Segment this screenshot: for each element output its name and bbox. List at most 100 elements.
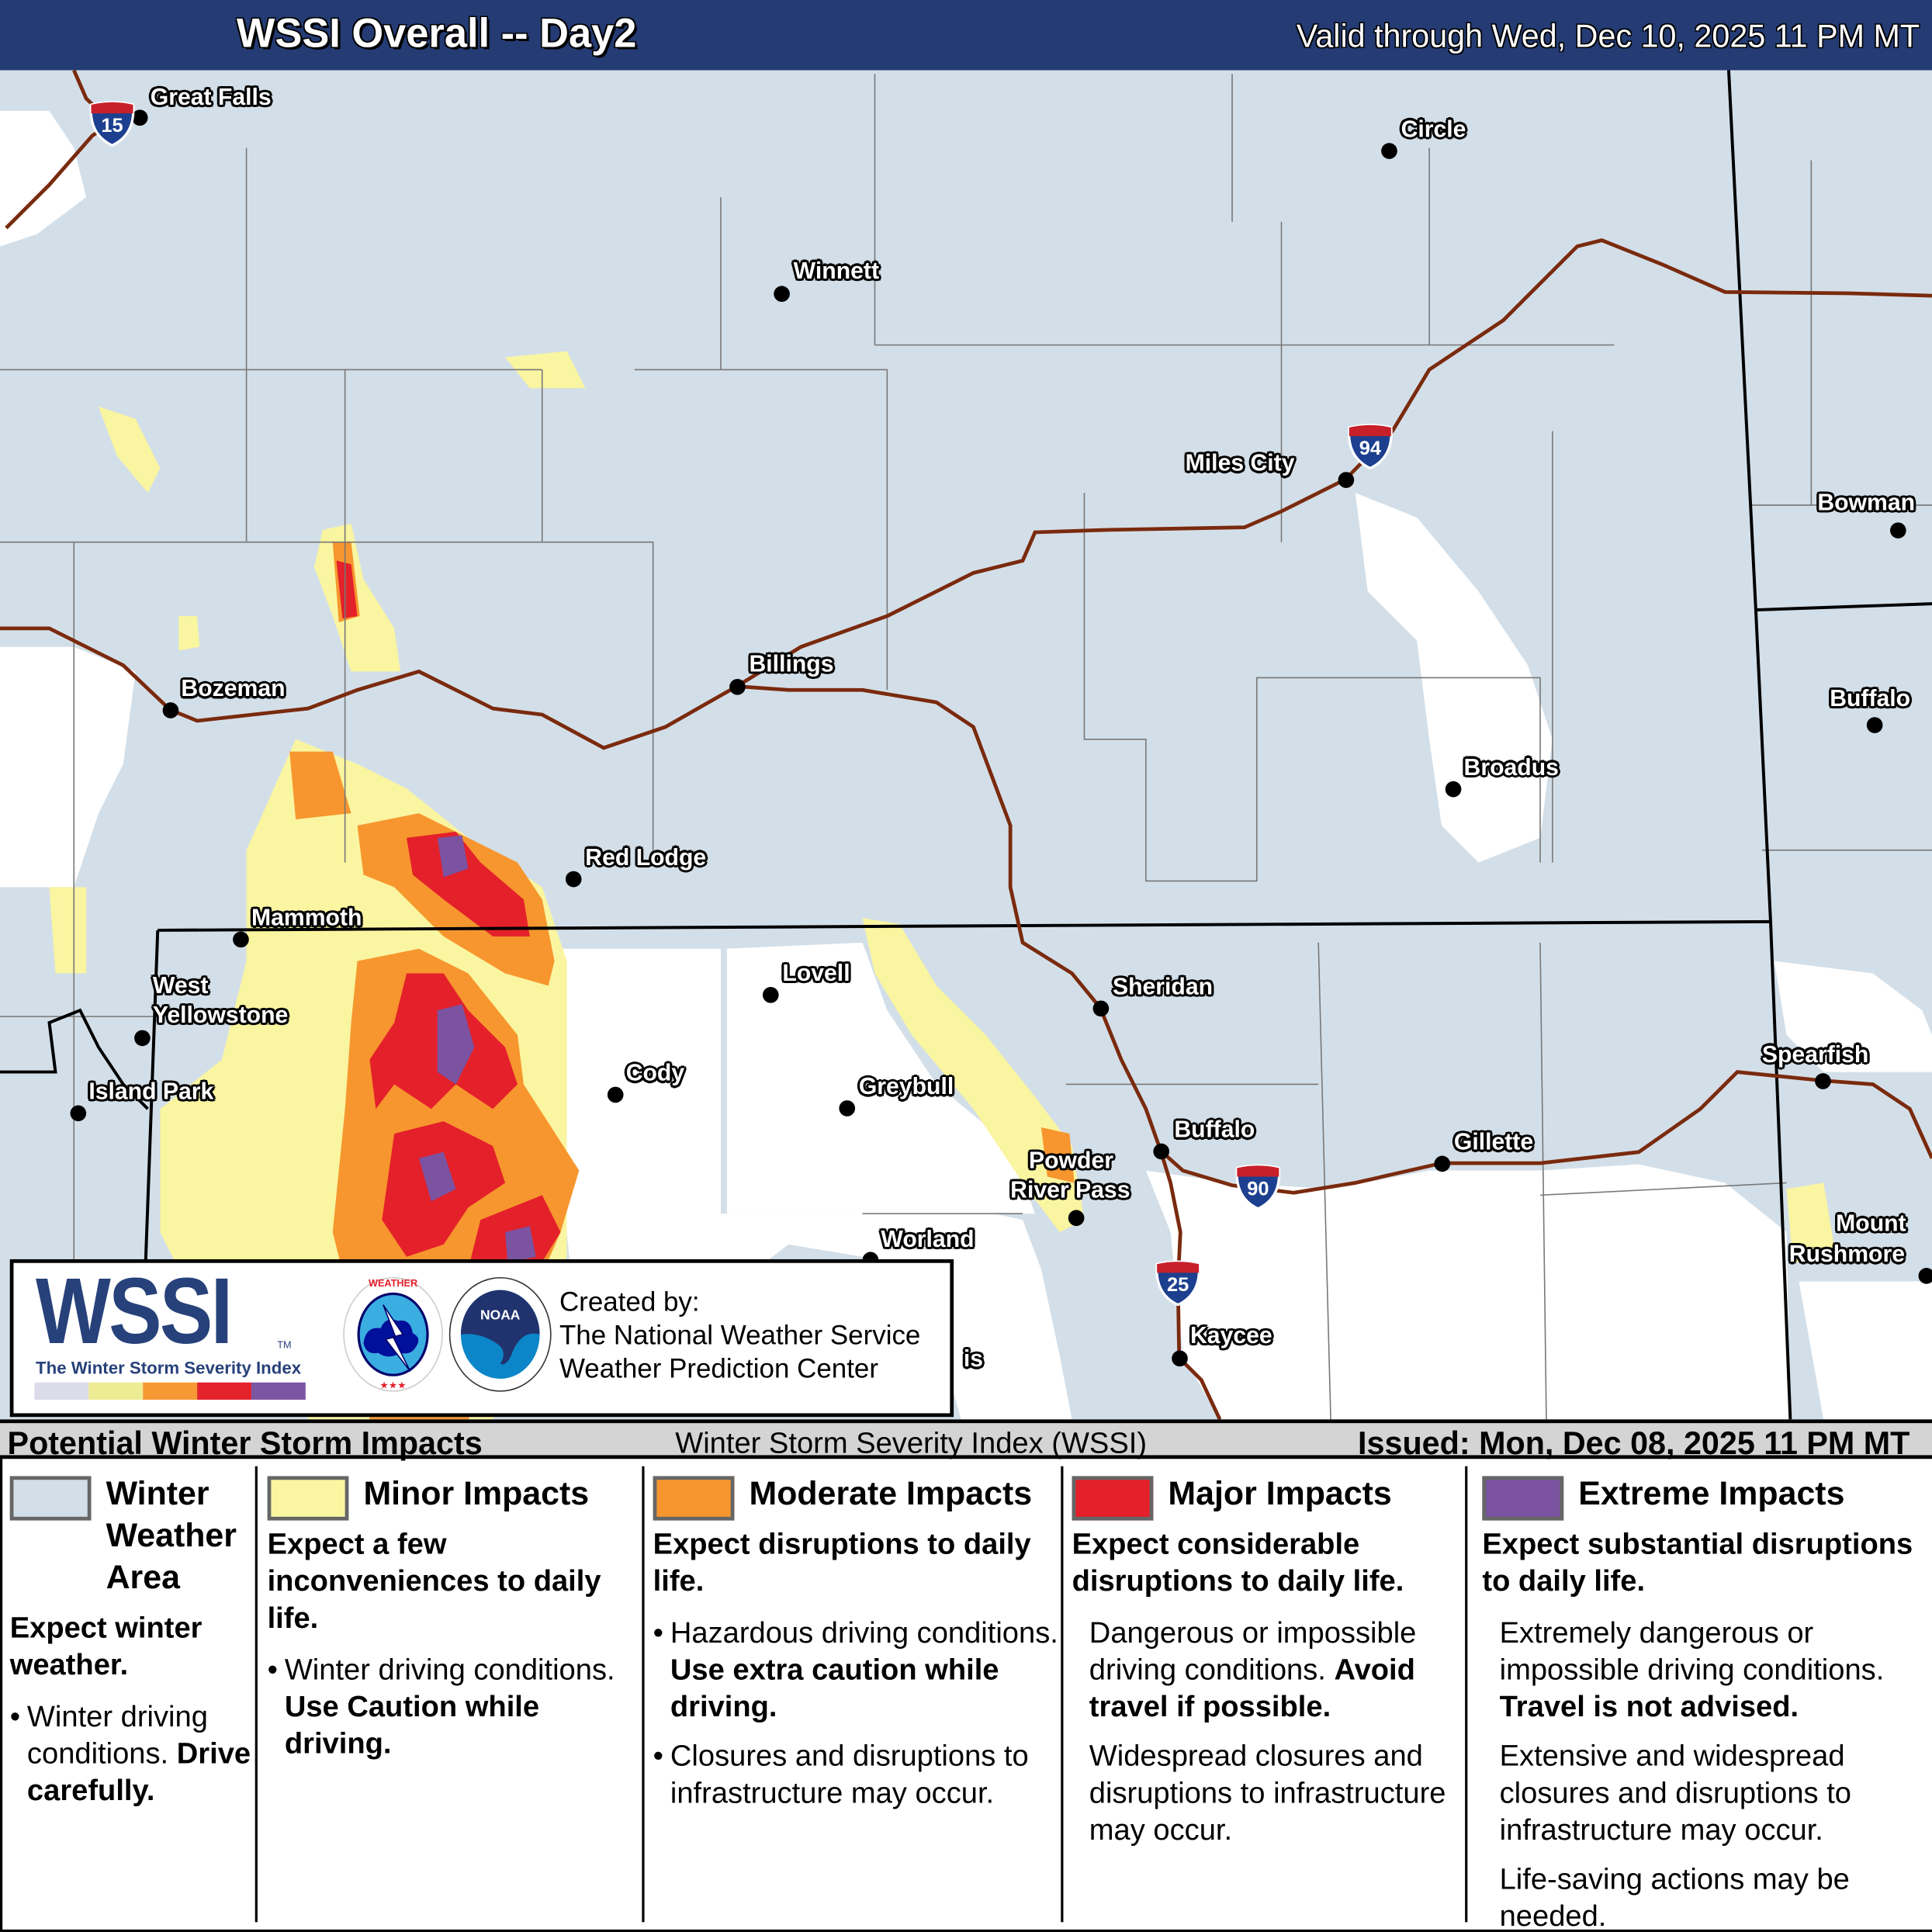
city-marker (1890, 522, 1906, 538)
city-marker (233, 931, 249, 948)
legend-swatch (1072, 1476, 1154, 1521)
legend-swatch (9, 1476, 92, 1521)
legend-divider (642, 1466, 645, 1923)
legend-body: Expect winter weather. Winter driving con… (10, 1611, 254, 1823)
city-label: Powder (1028, 1148, 1113, 1175)
map-title: WSSI Overall -- Day2 (236, 9, 637, 56)
interstate-number: 25 (1166, 1275, 1189, 1297)
city-label: Broadus (1463, 755, 1559, 781)
city-marker (1434, 1155, 1451, 1172)
city-label: Mount (1836, 1211, 1906, 1238)
legend-item-emphasis: Use extra caution while driving. (670, 1653, 999, 1724)
legend-title: Extreme Impacts (1578, 1474, 1845, 1512)
credit-line: The National Weather Service (559, 1319, 921, 1351)
interstate-number: 90 (1247, 1179, 1269, 1200)
credit-line: Weather Prediction Center (559, 1352, 879, 1384)
trademark: TM (277, 1339, 292, 1351)
extreme-impact-area (437, 835, 469, 878)
city-label: Worland (881, 1227, 975, 1254)
city-label: Great Falls (150, 85, 272, 111)
legend-column-3: Moderate Impacts Expect disruptions to da… (653, 1473, 1060, 1923)
city-label: Rushmore (1788, 1241, 1906, 1269)
no-impact-area (1774, 961, 1932, 1072)
legend-body: Expect substantial disruptions to daily … (1482, 1527, 1926, 1932)
city-label: Sheridan (1112, 975, 1214, 1001)
interstate-number: 15 (101, 116, 123, 137)
no-impact-area (726, 942, 1035, 1214)
city-marker (607, 1086, 624, 1103)
legend-column-1: Winter Weather Area Expect winter weather… (9, 1473, 254, 1923)
city-marker (70, 1105, 87, 1122)
legend-title: Winter Weather Area (106, 1474, 237, 1596)
svg-text:WEATHER: WEATHER (369, 1278, 417, 1289)
major-impact-area (407, 831, 530, 937)
credit-text: Created by: The National Weather Service… (559, 1285, 920, 1385)
no-impact-area (0, 646, 136, 888)
no-impact-area (1145, 1164, 1791, 1420)
interstate-number: 94 (1359, 438, 1381, 460)
legend-swatch (267, 1476, 349, 1521)
city-label: Buffalo (1830, 686, 1911, 712)
city-label: Island Park (88, 1079, 214, 1106)
header: WSSI Overall -- Day2 Valid through Wed, … (0, 0, 1932, 71)
legend-divider (254, 1466, 258, 1923)
city-marker (762, 986, 779, 1003)
extreme-impact-area (418, 1151, 456, 1202)
extreme-impact-area (437, 1004, 475, 1085)
extreme-impact-area (505, 1226, 536, 1263)
city-label: Mammoth (251, 905, 362, 932)
noaa-text: NOAA (480, 1307, 521, 1323)
legend-item: Winter driving conditions. Use Caution w… (268, 1653, 637, 1764)
legend-item: Life-saving actions may be needed. (1482, 1861, 1926, 1932)
state-boundary (158, 919, 1771, 932)
legend-column-4: Major Impacts Expect considerable disrupt… (1072, 1473, 1464, 1923)
city-label: Greybull (858, 1074, 954, 1101)
city-marker (1445, 781, 1462, 798)
city-label: is (963, 1346, 984, 1373)
legend-item: Extensive and widespread closures and di… (1482, 1739, 1926, 1850)
city-marker (839, 1100, 856, 1117)
noaa-logo-icon: NOAA (448, 1276, 552, 1392)
moderate-impact-area (289, 751, 351, 820)
interstate-shield-icon: 94 (1347, 423, 1394, 470)
interstate-shield-icon: 15 (88, 100, 135, 147)
city-marker (131, 109, 148, 126)
legend-headline: Expect considerable disruptions to daily… (1072, 1528, 1404, 1598)
legend-swatch (653, 1476, 735, 1521)
city-marker (729, 678, 746, 695)
legend-item-text: Winter driving conditions. (26, 1700, 208, 1771)
index-name: Winter Storm Severity Index (WSSI) (675, 1426, 1148, 1460)
valid-time: Valid through Wed, Dec 10, 2025 11 PM MT (1296, 17, 1920, 54)
major-impact-area (336, 560, 358, 619)
legend-frame (0, 1459, 1932, 1932)
minor-impact-area (862, 918, 1085, 1233)
issued-time: Issued: Mon, Dec 08, 2025 11 PM MT (1358, 1424, 1910, 1462)
city-marker (1815, 1073, 1831, 1089)
city-marker (1092, 1000, 1110, 1017)
legend-item-text: Widespread closures and disruptions to i… (1089, 1740, 1446, 1847)
map-area (0, 69, 1932, 1421)
moderate-impact-area (1040, 1127, 1075, 1183)
city-label: West (152, 973, 209, 999)
city-label: Spearfish (1761, 1042, 1869, 1068)
legend-headline: Expect a few inconveniences to daily lif… (267, 1528, 601, 1636)
legend-item-text: Winter driving conditions. (284, 1653, 615, 1687)
county-boundary (0, 74, 1932, 1420)
legend-divider (1061, 1466, 1064, 1923)
city-marker (1068, 1210, 1085, 1227)
city-marker (1172, 1350, 1188, 1367)
minor-impact-area (49, 887, 87, 974)
city-marker (1866, 717, 1883, 733)
svg-text:★★★: ★★★ (380, 1380, 407, 1391)
legend-item: Closures and disruptions to infrastructu… (653, 1739, 1060, 1813)
city-label: Circle (1401, 116, 1466, 144)
legend-column-5: Extreme Impacts Expect substantial disrup… (1482, 1473, 1926, 1932)
legend-heading: Potential Winter Storm Impacts (7, 1424, 483, 1462)
city-label: Buffalo (1174, 1117, 1255, 1144)
legend-title: Major Impacts (1168, 1474, 1392, 1512)
legend-item-emphasis: Avoid travel if possible. (1089, 1653, 1415, 1724)
legend-item-text: Dangerous or impossible driving conditio… (1089, 1616, 1417, 1687)
legend-headline: Expect disruptions to daily life. (653, 1528, 1031, 1598)
legend-title: Minor Impacts (363, 1474, 590, 1512)
city-marker (774, 286, 790, 303)
